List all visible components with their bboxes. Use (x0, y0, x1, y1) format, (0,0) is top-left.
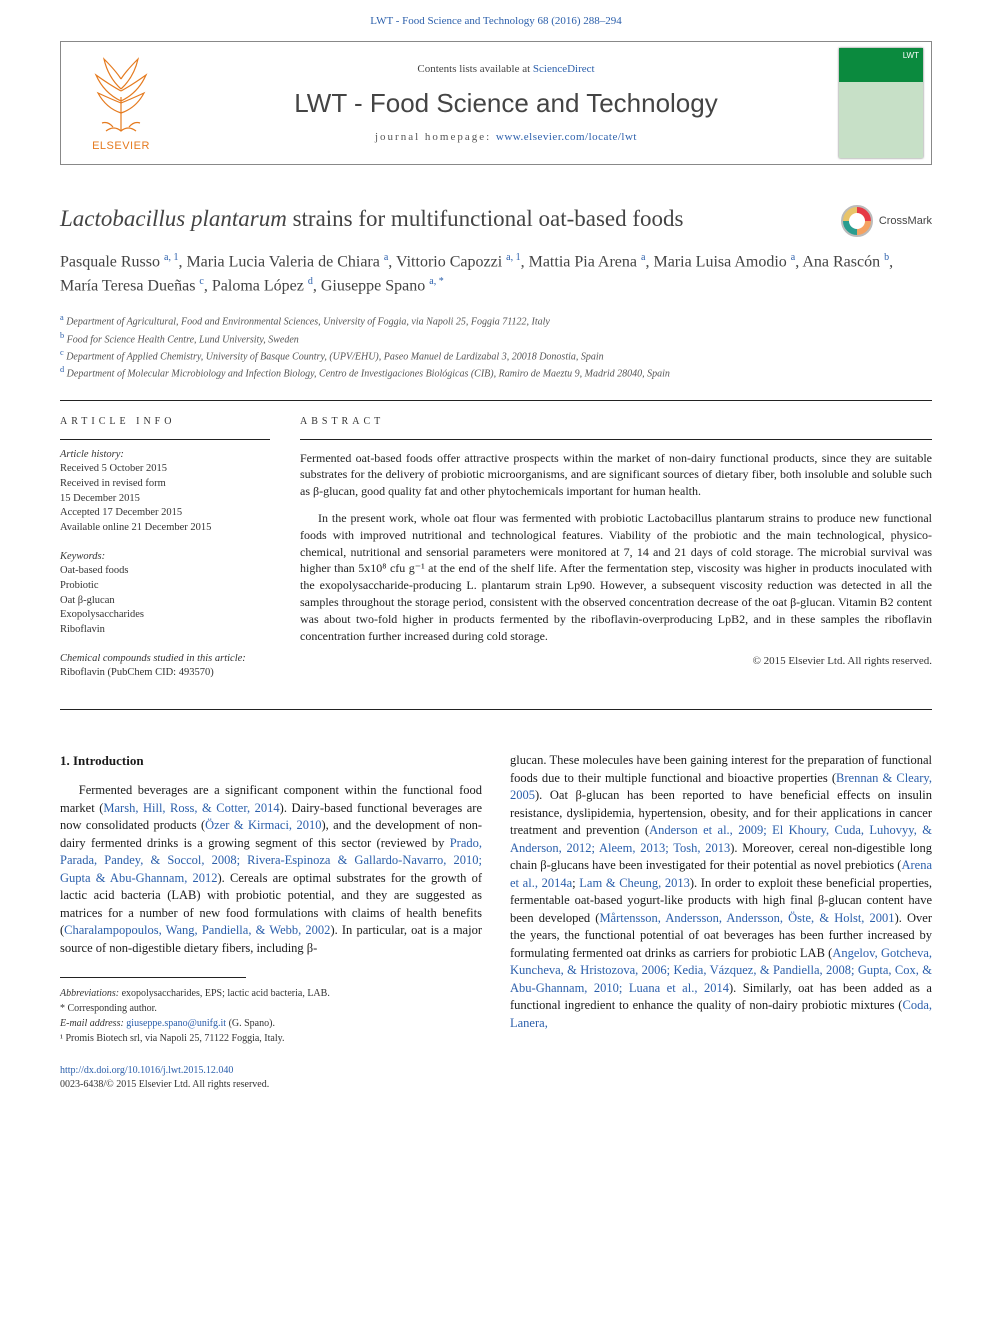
publisher-label: ELSEVIER (92, 139, 150, 154)
journal-cover-thumb: LWT (839, 48, 923, 158)
intro-heading: 1. Introduction (60, 752, 482, 770)
abstract-paragraph: Fermented oat-based foods offer attracti… (300, 450, 932, 500)
running-head: LWT - Food Science and Technology 68 (20… (0, 0, 992, 35)
article-info-column: ARTICLE INFO Article history: Received 5… (60, 415, 270, 696)
history-line: Available online 21 December 2015 (60, 521, 270, 536)
abbreviations-line: Abbreviations: exopolysaccharides, EPS; … (60, 986, 482, 1001)
abstract-column: ABSTRACT Fermented oat-based foods offer… (300, 415, 932, 696)
history-line: Accepted 17 December 2015 (60, 506, 270, 521)
publisher-logo-block: ELSEVIER (61, 42, 181, 164)
intro-paragraph-right: glucan. These molecules have been gainin… (510, 752, 932, 1032)
author-email-link[interactable]: giuseppe.spano@unifg.it (126, 1018, 226, 1029)
contents-prefix: Contents lists available at (417, 63, 532, 75)
cover-thumb-title: LWT (839, 48, 923, 82)
keywords-block: Keywords: Oat-based foodsProbioticOat β-… (60, 550, 270, 638)
body-column-right: glucan. These molecules have been gainin… (510, 752, 932, 1046)
affiliation-line: a Department of Agricultural, Food and E… (60, 312, 932, 329)
abstract-label: ABSTRACT (300, 415, 932, 429)
abstract-rule (300, 439, 932, 440)
footnote-rule (60, 977, 246, 978)
compounds-head: Chemical compounds studied in this artic… (60, 652, 270, 667)
journal-title: LWT - Food Science and Technology (189, 85, 823, 121)
affiliation-list: a Department of Agricultural, Food and E… (60, 312, 932, 381)
info-rule (60, 439, 270, 440)
masthead-center: Contents lists available at ScienceDirec… (181, 42, 831, 164)
crossmark-label: CrossMark (879, 214, 932, 229)
page-footer: http://dx.doi.org/10.1016/j.lwt.2015.12.… (60, 1064, 932, 1092)
cover-thumb-block: LWT (831, 42, 931, 164)
email-label: E-mail address: (60, 1018, 126, 1029)
journal-masthead: ELSEVIER Contents lists available at Sci… (60, 41, 932, 165)
history-line: Received in revised form (60, 477, 270, 492)
section-rule-lower (60, 709, 932, 710)
crossmark-icon (841, 205, 873, 237)
issn-copyright-line: 0023-6438/© 2015 Elsevier Ltd. All right… (60, 1079, 269, 1090)
crossmark-badge-block[interactable]: CrossMark (841, 205, 932, 237)
affiliation-line: c Department of Applied Chemistry, Unive… (60, 347, 932, 364)
info-abstract-row: ARTICLE INFO Article history: Received 5… (60, 401, 932, 696)
keyword-line: Oat-based foods (60, 564, 270, 579)
keyword-line: Riboflavin (60, 623, 270, 638)
keywords-head: Keywords: (60, 550, 270, 565)
homepage-label: journal homepage: (375, 131, 496, 143)
elsevier-tree-icon (86, 53, 156, 133)
email-suffix: (G. Spano). (226, 1018, 275, 1029)
keyword-line: Exopolysaccharides (60, 608, 270, 623)
abbrev-label-text: Abbreviations: (60, 988, 119, 999)
abstract-copyright: © 2015 Elsevier Ltd. All rights reserved… (300, 654, 932, 669)
keyword-line: Oat β-glucan (60, 594, 270, 609)
keyword-line: Probiotic (60, 579, 270, 594)
corresponding-author-line: * Corresponding author. (60, 1001, 482, 1016)
body-column-left: 1. Introduction Fermented beverages are … (60, 752, 482, 1046)
article-header: CrossMark Lactobacillus plantarum strain… (60, 203, 932, 381)
contents-lists-line: Contents lists available at ScienceDirec… (189, 62, 823, 77)
doi-link[interactable]: http://dx.doi.org/10.1016/j.lwt.2015.12.… (60, 1065, 233, 1076)
affiliation-line: d Department of Molecular Microbiology a… (60, 364, 932, 381)
affiliation-line: b Food for Science Health Centre, Lund U… (60, 330, 932, 347)
article-history: Article history: Received 5 October 2015… (60, 448, 270, 536)
cover-thumb-image (839, 82, 923, 158)
journal-homepage-line: journal homepage: www.elsevier.com/locat… (189, 130, 823, 145)
article-title: Lactobacillus plantarum strains for mult… (60, 203, 932, 235)
author-list: Pasquale Russo a, 1, Maria Lucia Valeria… (60, 250, 932, 299)
abstract-paragraph: In the present work, whole oat flour was… (300, 510, 932, 644)
footnotes-block: Abbreviations: exopolysaccharides, EPS; … (60, 986, 482, 1046)
sciencedirect-link[interactable]: ScienceDirect (533, 63, 595, 75)
journal-homepage-link[interactable]: www.elsevier.com/locate/lwt (496, 131, 637, 143)
email-line: E-mail address: giuseppe.spano@unifg.it … (60, 1016, 482, 1031)
history-head: Article history: (60, 448, 270, 463)
compound-line: Riboflavin (PubChem CID: 493570) (60, 666, 270, 681)
intro-paragraph-left: Fermented beverages are a significant co… (60, 782, 482, 957)
footnote-1: ¹ Promis Biotech srl, via Napoli 25, 711… (60, 1031, 482, 1046)
abbrev-text: exopolysaccharides, EPS; lactic acid bac… (119, 988, 330, 999)
history-line: 15 December 2015 (60, 492, 270, 507)
article-info-label: ARTICLE INFO (60, 415, 270, 429)
body-two-column: 1. Introduction Fermented beverages are … (60, 752, 932, 1046)
compounds-block: Chemical compounds studied in this artic… (60, 652, 270, 681)
history-line: Received 5 October 2015 (60, 462, 270, 477)
